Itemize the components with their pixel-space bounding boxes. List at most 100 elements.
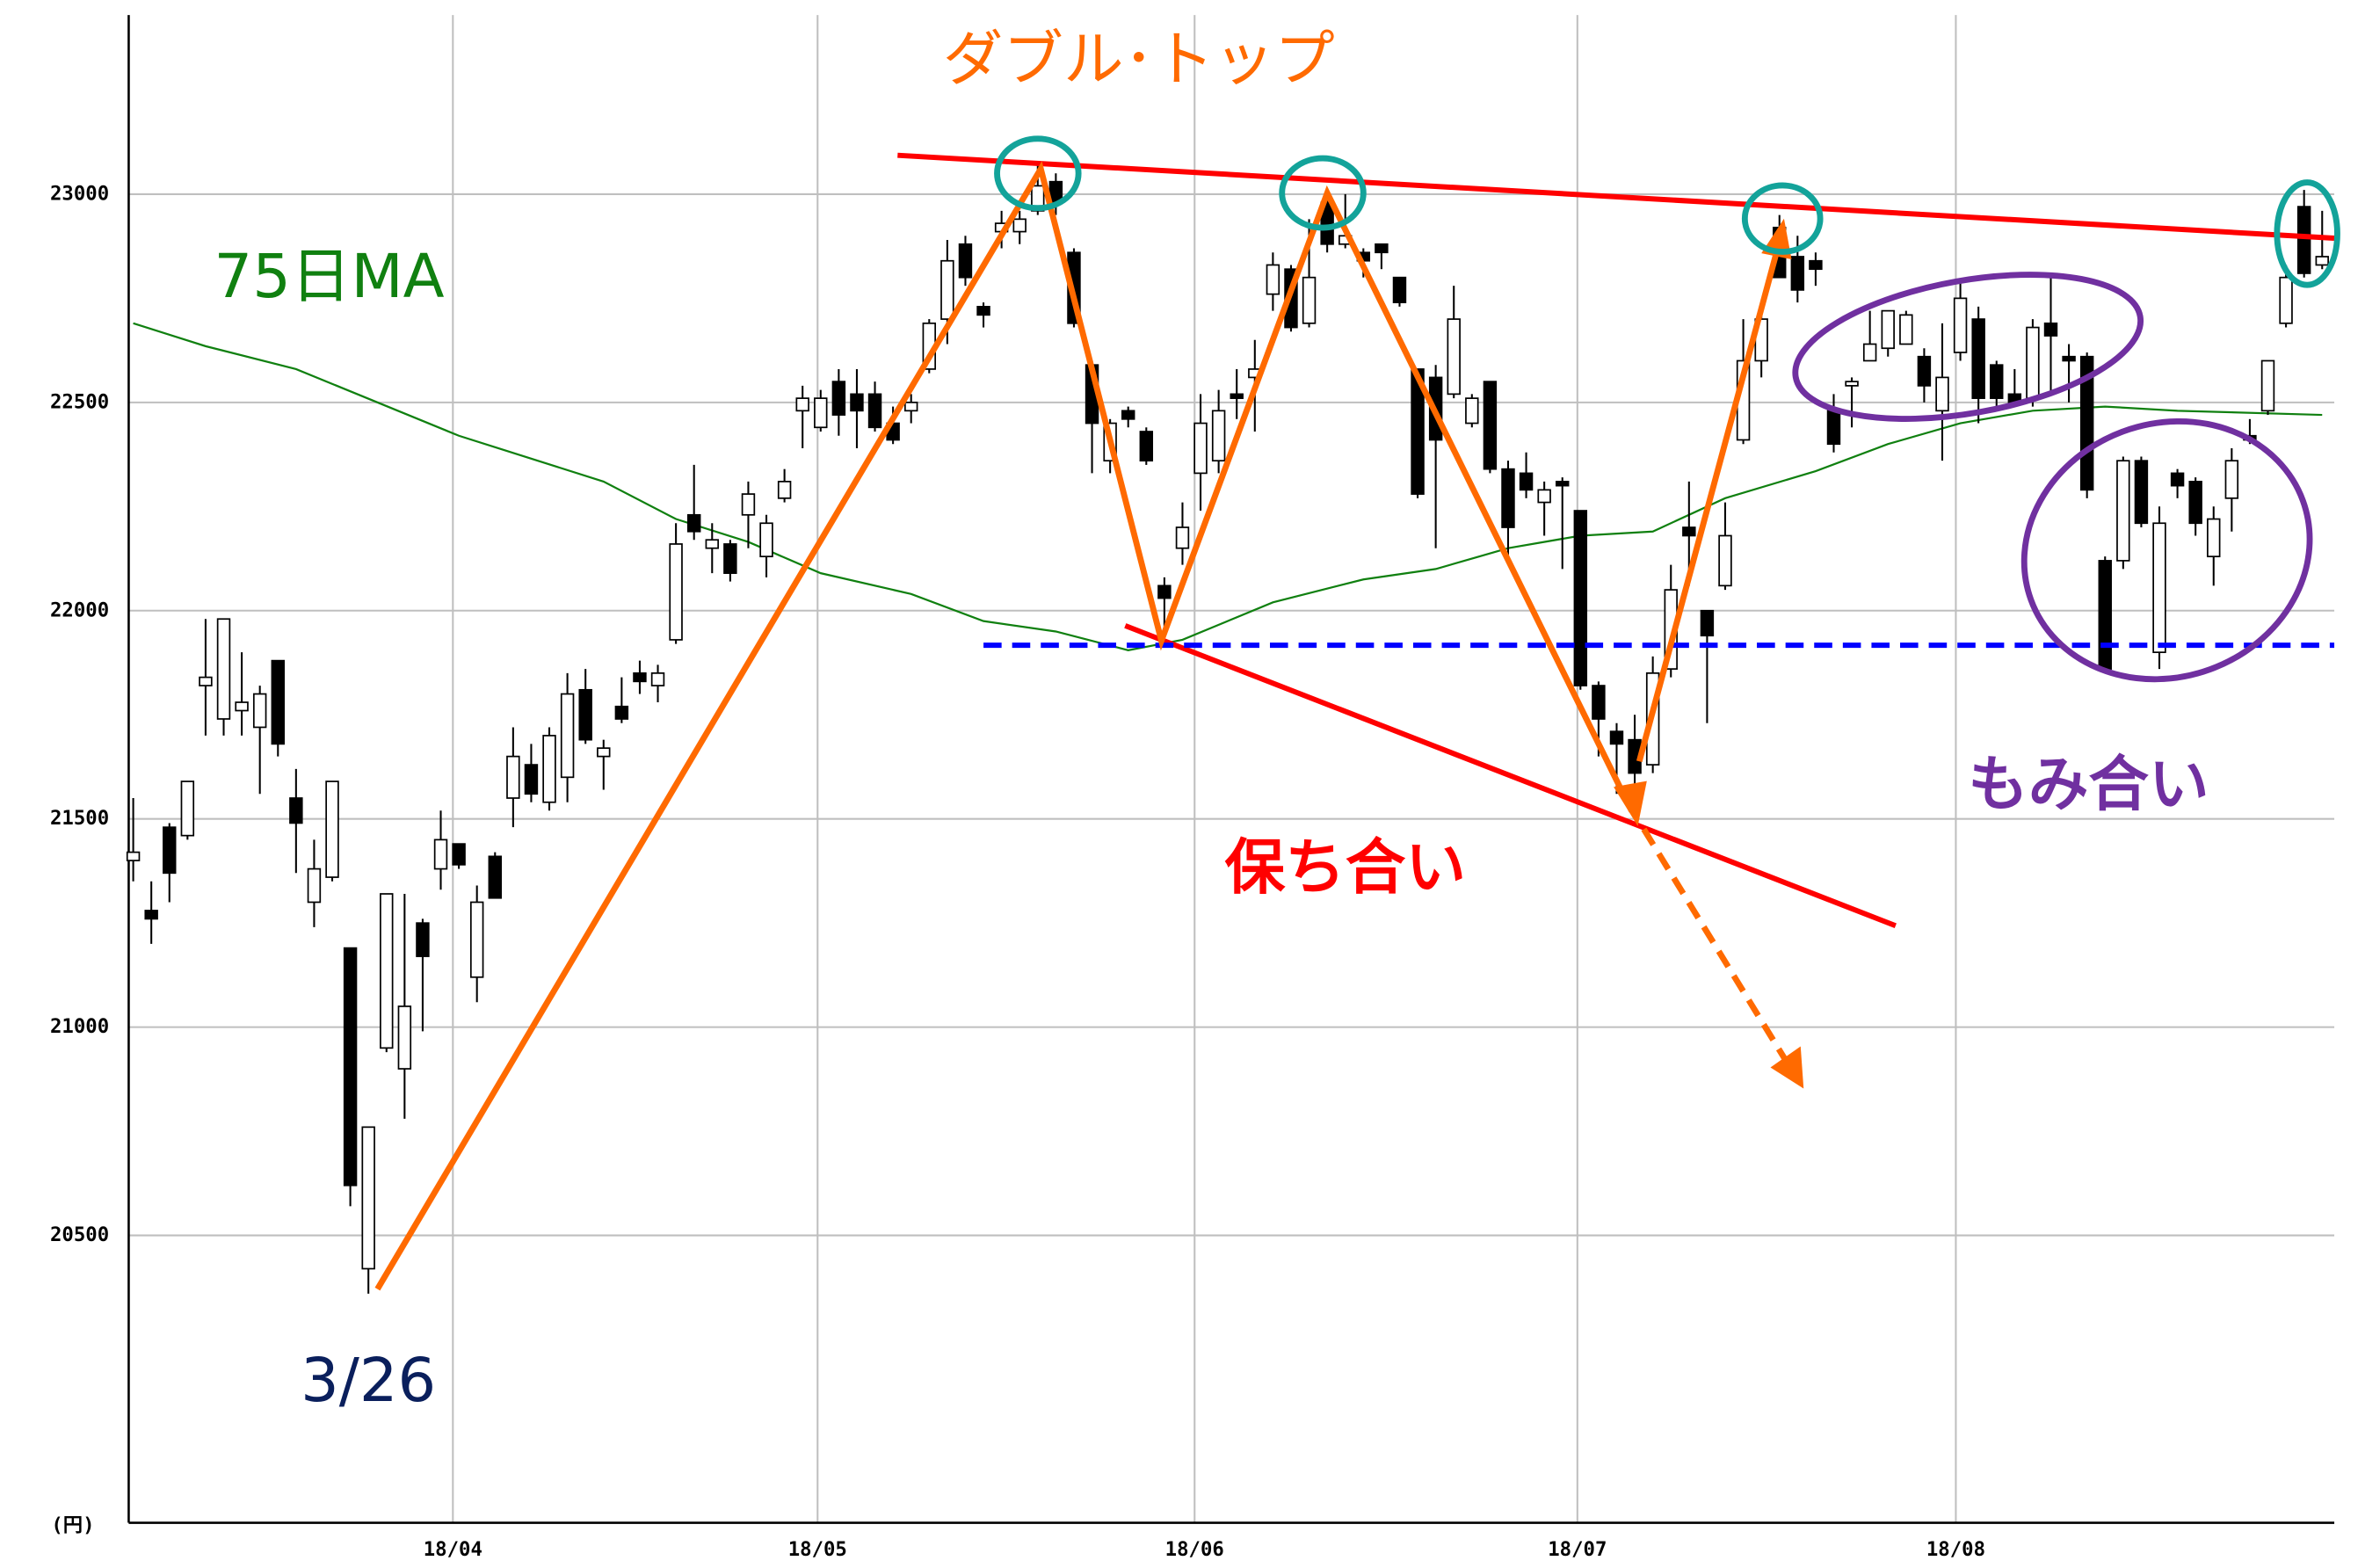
candle-body: [1953, 297, 1968, 353]
candle-body: [1266, 264, 1280, 295]
peak-circle: [2274, 179, 2340, 288]
candle-body: [2188, 481, 2202, 525]
candle-body: [433, 838, 448, 870]
candle-body: [759, 522, 773, 558]
candle-body: [958, 243, 973, 279]
candle-body: [1556, 481, 1570, 487]
candle-body: [1175, 526, 1190, 549]
moving-average: [133, 322, 2323, 651]
candle-body: [2116, 460, 2130, 562]
candle-body: [1230, 393, 1244, 399]
peak-circle: [1279, 155, 1367, 231]
candle-body: [524, 764, 539, 795]
x-tick-label: 18/08: [1926, 1538, 1985, 1561]
support-line: [1124, 623, 1897, 929]
candle-body: [2260, 359, 2275, 412]
candle-body: [1501, 468, 1515, 528]
candle-body: [163, 826, 177, 875]
candle-body: [1139, 431, 1154, 462]
candle-body: [1682, 526, 1696, 537]
candle-body: [2315, 256, 2329, 266]
arrow-head: [1614, 780, 1647, 827]
candle-body: [1447, 318, 1461, 396]
candle-body: [2098, 560, 2112, 670]
candle-body: [325, 780, 339, 878]
candle-body: [1917, 355, 1932, 387]
annotation: 3/26: [301, 1346, 436, 1416]
candle-body: [1862, 343, 1877, 362]
candle-body: [1700, 609, 1715, 637]
y-tick-label: 21500: [50, 807, 109, 830]
candle-body: [1809, 259, 1823, 271]
candles: [126, 161, 2329, 1294]
candle-body: [2170, 472, 2185, 487]
candle-body: [380, 893, 394, 1049]
projection: [1641, 827, 1793, 1070]
candle-body: [235, 701, 249, 712]
candle-body: [1881, 309, 1895, 350]
candle-body: [976, 306, 990, 316]
candle-body: [2079, 355, 2094, 491]
candle-body: [2134, 460, 2149, 525]
candle-body: [669, 543, 683, 641]
grid: 20500 21000 21500 22000 22500 23000 18/04 18/05…: [50, 15, 2335, 1561]
peak-circle: [994, 135, 1082, 212]
candle-body: [307, 867, 322, 904]
candle-body: [795, 397, 809, 412]
candle-body: [271, 659, 285, 745]
candle-body: [1592, 685, 1606, 720]
candle-body: [814, 397, 828, 429]
annotation: ダブル･トップ: [943, 25, 1335, 95]
y-tick-label: 22000: [50, 599, 109, 621]
candle-body: [1211, 410, 1226, 462]
candle-body: [633, 671, 647, 683]
candle-body: [216, 618, 231, 720]
candle-body: [1012, 218, 1027, 233]
candle-body: [542, 735, 556, 803]
candle-body: [1573, 510, 1588, 686]
candle-body: [560, 693, 575, 779]
candle-body: [650, 671, 665, 686]
candle-body: [126, 851, 141, 861]
candle-body: [2279, 276, 2293, 324]
annotations: [374, 135, 2340, 1291]
candle-body: [1121, 410, 1135, 420]
candle-body: [2207, 518, 2221, 558]
candle-body: [1320, 201, 1334, 245]
candle-body: [452, 843, 466, 866]
candle-body: [1971, 318, 1985, 399]
candle-body: [1826, 410, 1841, 446]
candle-body: [831, 381, 846, 416]
zigzag: [374, 161, 1635, 1291]
candle-body: [2043, 322, 2058, 337]
candle-body: [416, 922, 430, 957]
x-tick-label: 18/06: [1165, 1538, 1224, 1561]
annotation: もみ合い: [1968, 750, 2209, 820]
candle-body: [252, 693, 267, 729]
candle-body: [1483, 381, 1498, 470]
candle-body: [867, 393, 882, 429]
candle-body: [180, 780, 195, 837]
candle-body: [1899, 314, 1913, 345]
candle-body: [614, 705, 629, 720]
candle-body: [289, 797, 303, 824]
candle-body: [1537, 489, 1551, 504]
candle-body: [1411, 368, 1425, 495]
y-unit: (円): [51, 1514, 94, 1536]
candle-body: [903, 401, 918, 412]
candle-body: [1990, 364, 2004, 399]
candle-body: [488, 855, 502, 899]
candle-body: [2224, 460, 2239, 499]
candle-body: [343, 947, 358, 1187]
candle-body: [469, 901, 484, 978]
candle-body: [2062, 355, 2076, 362]
y-tick-label: 23000: [50, 182, 109, 205]
x-tick-label: 18/04: [424, 1538, 482, 1561]
candle-body: [199, 676, 213, 686]
candle-body: [361, 1126, 375, 1270]
candle-body: [1465, 397, 1479, 425]
candle-body: [723, 543, 737, 574]
candle-body: [940, 259, 954, 320]
candle-body: [850, 393, 864, 412]
